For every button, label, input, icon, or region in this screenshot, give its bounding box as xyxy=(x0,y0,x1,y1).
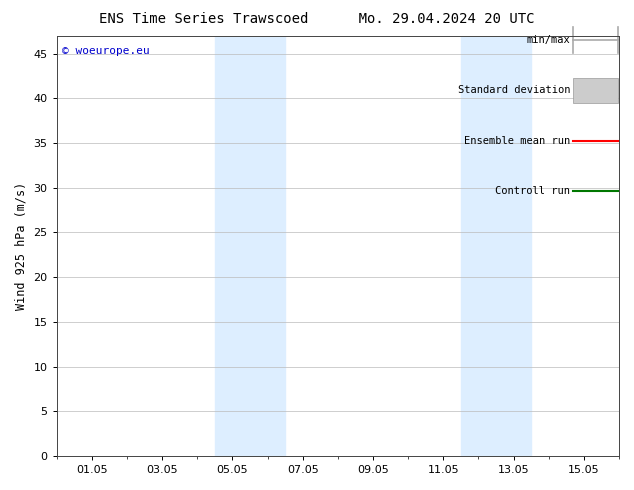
Bar xyxy=(250,36,285,456)
Bar xyxy=(496,36,531,456)
Bar xyxy=(573,78,618,103)
Bar xyxy=(461,36,496,456)
Text: © woeurope.eu: © woeurope.eu xyxy=(62,47,150,56)
Y-axis label: Wind 925 hPa (m/s): Wind 925 hPa (m/s) xyxy=(15,182,28,310)
Text: Controll run: Controll run xyxy=(495,186,570,196)
Text: ENS Time Series Trawscoed      Mo. 29.04.2024 20 UTC: ENS Time Series Trawscoed Mo. 29.04.2024… xyxy=(100,12,534,26)
Text: Ensemble mean run: Ensemble mean run xyxy=(464,136,570,146)
Text: min/max: min/max xyxy=(526,35,570,45)
Bar xyxy=(215,36,250,456)
Text: Standard deviation: Standard deviation xyxy=(458,85,570,96)
